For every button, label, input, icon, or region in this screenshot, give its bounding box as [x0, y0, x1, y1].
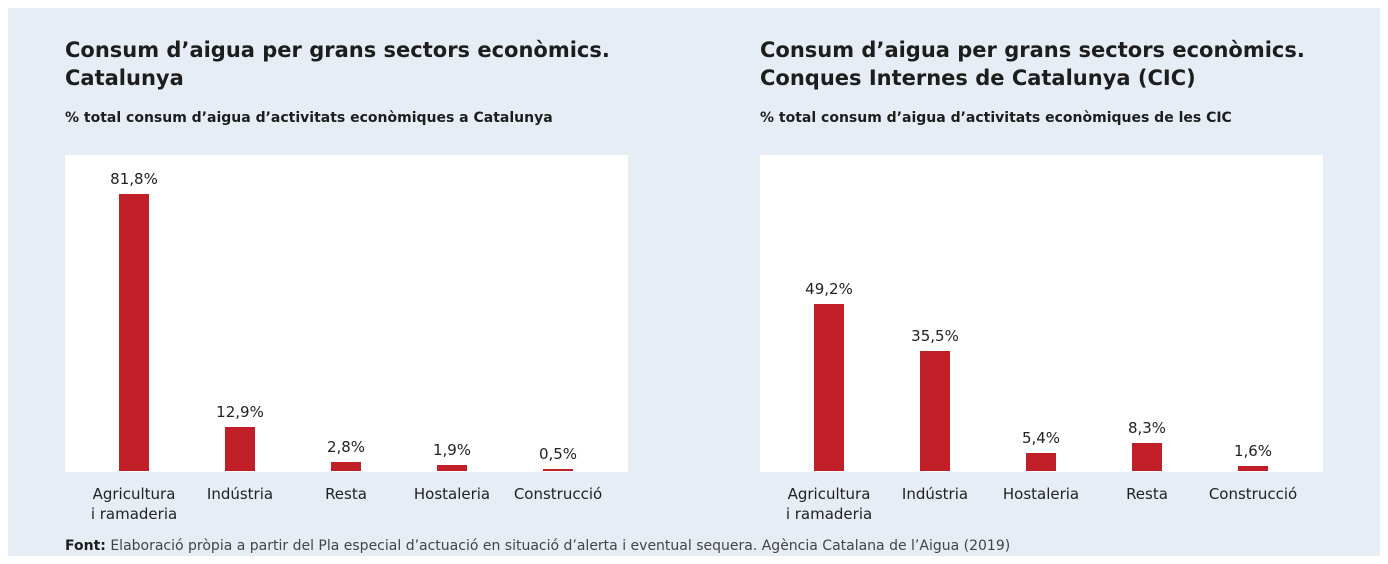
- bar: [1132, 442, 1162, 471]
- bar: [543, 469, 573, 471]
- x-tick-label: Indústria: [901, 485, 969, 503]
- data-label: 8,3%: [1127, 418, 1167, 437]
- chart-subtitle: % total consum d’aigua d’activitats econ…: [760, 110, 1232, 126]
- x-tick-label: Construcció: [513, 485, 603, 503]
- data-label: 1,9%: [432, 440, 472, 459]
- source: Font: Elaboració pròpia a partir del Pla…: [65, 538, 1010, 554]
- plot-area: [760, 155, 1323, 472]
- bar: [331, 461, 361, 471]
- data-label: 49,2%: [805, 280, 853, 299]
- bar: [920, 350, 950, 471]
- chart-title: Consum d’aigua per grans sectors econòmi…: [760, 38, 1305, 90]
- x-tick-label: Agricultura i ramaderia: [785, 485, 873, 523]
- x-tick-label: Hostaleria: [413, 485, 491, 503]
- x-tick-label: Construcció: [1208, 485, 1298, 503]
- x-tick-label: Indústria: [206, 485, 274, 503]
- source-text: Elaboració pròpia a partir del Pla espec…: [110, 538, 1011, 554]
- x-tick-label: Resta: [1126, 485, 1168, 503]
- x-tick-label: Agricultura i ramaderia: [90, 485, 178, 523]
- data-label: 12,9%: [216, 403, 264, 422]
- bar: [1026, 452, 1056, 471]
- source-label: Font:: [65, 538, 106, 554]
- chart-title: Consum d’aigua per grans sectors econòmi…: [65, 38, 610, 90]
- bar: [119, 193, 149, 471]
- bar: [814, 304, 844, 471]
- data-label: 5,4%: [1021, 428, 1061, 447]
- bar: [1238, 465, 1268, 471]
- data-label: 35,5%: [911, 326, 959, 345]
- data-label: 0,5%: [538, 445, 578, 464]
- chart-subtitle: % total consum d’aigua d’activitats econ…: [65, 110, 553, 126]
- x-tick-label: Resta: [325, 485, 367, 503]
- bar: [225, 427, 255, 471]
- data-label: 1,6%: [1233, 441, 1273, 460]
- plot-area: [65, 155, 628, 472]
- data-label: 2,8%: [326, 437, 366, 456]
- bar: [437, 464, 467, 471]
- x-tick-label: Hostaleria: [1002, 485, 1080, 503]
- data-label: 81,8%: [110, 169, 158, 188]
